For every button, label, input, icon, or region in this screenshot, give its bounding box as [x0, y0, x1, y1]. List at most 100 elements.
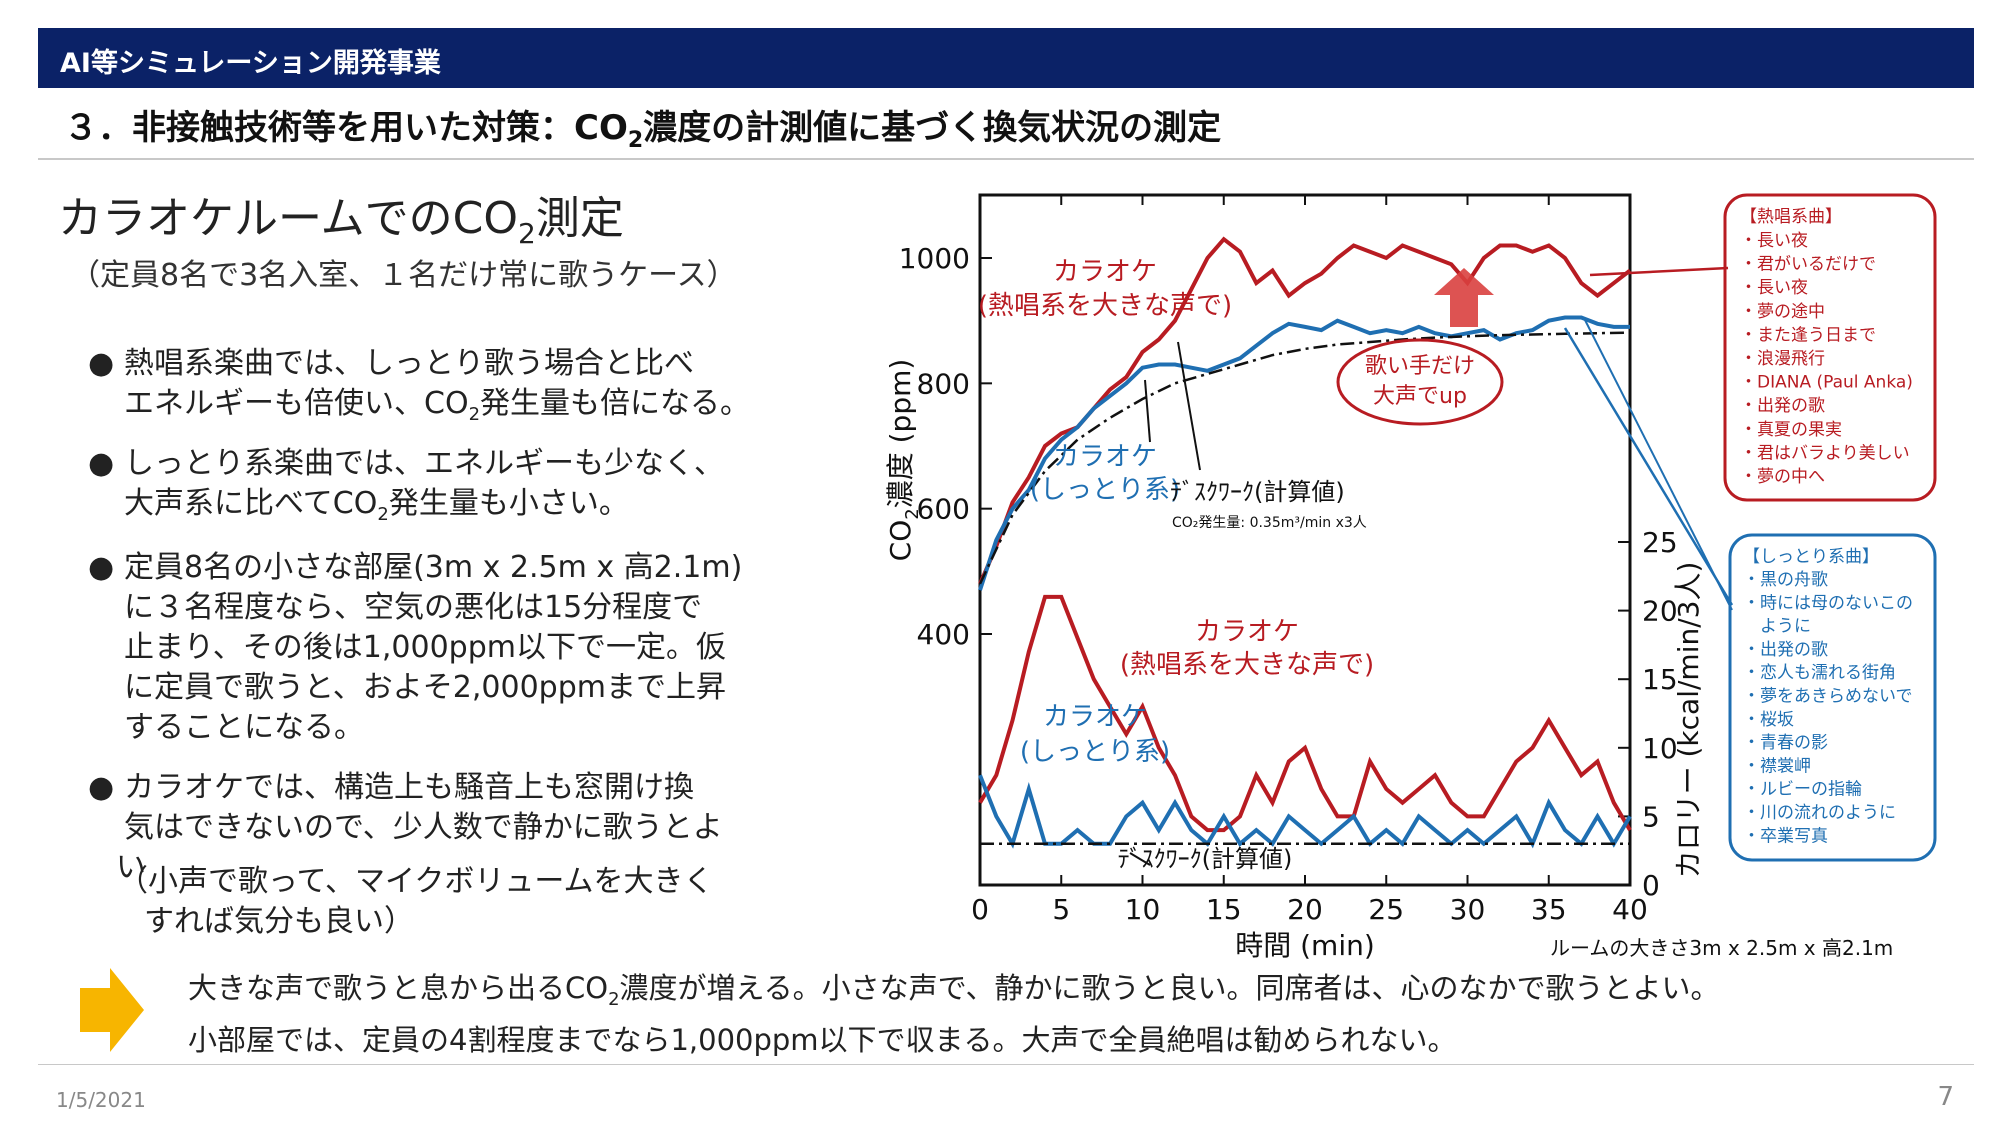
conclusion-line-2: 小部屋では、定員の4割程度までなら1,000ppm以下で収まる。大声で全員絶唱は… — [188, 1022, 1457, 1057]
y-right-tick-label: 20 — [1642, 595, 1678, 628]
y-right-tick-label: 10 — [1642, 732, 1678, 765]
bullet-line: エネルギーも倍使い、CO2発生量も倍になる。 — [124, 384, 864, 435]
callout-blue-item: ・桜坂 — [1743, 710, 1794, 730]
callout-red-item: ・浪漫飛行 — [1740, 349, 1825, 369]
annotation-red-top: (熱唱系を大きな声で) — [978, 291, 1232, 321]
y-left-tick-label: 600 — [917, 493, 970, 526]
title-sub: 2 — [627, 127, 644, 153]
bullet-span: 発生量も小さい。 — [388, 486, 629, 521]
bullet-span: 発生量も倍になる。 — [480, 386, 751, 421]
annotation-red-bottom: カラオケ — [1195, 617, 1299, 647]
y-right-tick-label: 0 — [1642, 869, 1660, 902]
bullet-line: 定員8名の小さな部屋(3m x 2.5m x 高2.1m) — [124, 550, 743, 585]
bullet-line: 気はできないので、少人数で静かに歌うとよ — [124, 810, 723, 845]
bullet-text: カラオケでは、構造上も騒音上も窓開け換 気はできないので、少人数で静かに歌うとよ… — [116, 768, 864, 885]
bullet-line: すれば気分も良い） — [144, 904, 414, 939]
section-title: カラオケルームでのCO2測定 — [58, 182, 624, 250]
calorie-series-line — [978, 774, 1632, 849]
bullet-line: に３名程度なら、空気の悪化は15分程度で — [124, 590, 703, 625]
page-title: ３．非接触技術等を用いた対策：CO2濃度の計測値に基づく換気状況の測定 — [64, 100, 1221, 153]
x-tick-label: 5 — [1052, 893, 1070, 926]
annotation-up: 大声でup — [1373, 384, 1467, 409]
callout-blue-item: ・川の流れのように — [1743, 803, 1896, 823]
y-left-tick-label: 1000 — [899, 242, 970, 275]
callout-red-item: ・君がいるだけで — [1740, 255, 1876, 275]
callout-blue-item: ・恋人も濡れる街角 — [1743, 662, 1896, 683]
bullet-line: （小声で歌って、マイクボリュームを大きく — [118, 864, 714, 899]
callout-red-pointer — [1589, 266, 1729, 277]
x-tick-label: 25 — [1368, 893, 1404, 926]
bullet-line: しっとり系楽曲では、エネルギーも少なく、 — [124, 446, 724, 481]
bullet-dot: ● — [88, 446, 115, 481]
callout-blue-item: ・ルビーの指輪 — [1743, 780, 1862, 800]
callout-red-item: ・長い夜 — [1740, 278, 1808, 298]
x-axis-label: 時間 (min) — [1235, 929, 1375, 962]
callout-red-title: 【熱唱系曲】 — [1740, 207, 1842, 227]
y-right-tick-label: 5 — [1642, 800, 1660, 833]
x-tick-label: 35 — [1531, 893, 1567, 926]
callout-red-item: ・また逢う日まで — [1740, 325, 1876, 345]
plot-area: 0 5 10 15 20 25 30 35 4040060080010000510152025時… — [884, 193, 1937, 962]
calorie-series-line — [978, 594, 1632, 833]
divider-bottom — [38, 1064, 1974, 1065]
callout-blue-item: ・夢をあきらめないで — [1743, 687, 1913, 707]
bullet-dot: ● — [88, 550, 115, 585]
annotation-desk-top: ﾃﾞｽｸﾜｰｸ(計算値) — [1170, 478, 1345, 506]
conclusion: 大きな声で歌うと息から出るCO2濃度が増える。小さな声で、静かに歌うと良い。同席… — [188, 968, 1720, 1060]
co2-chart: 0 5 10 15 20 25 30 35 4040060080010000510152025時… — [884, 193, 1937, 962]
annotation-up-ellipse — [1336, 338, 1504, 426]
annotation-desk-note: CO₂発生量: 0.35m³/min x3人 — [1172, 515, 1367, 531]
callout-blue-item: ・襟裳岬 — [1743, 756, 1811, 776]
title-post: 濃度の計測値に基づく換気状況の測定 — [643, 108, 1222, 148]
pointer-line — [1129, 852, 1151, 866]
bullet-4-extra: （小声で歌って、マイクボリュームを大きく すれば気分も良い） — [118, 862, 844, 942]
callout-blue-title: 【しっとり系曲】 — [1743, 547, 1879, 567]
annotation-red-top: カラオケ — [1053, 257, 1157, 287]
y-left-axis-label: CO2濃度 (ppm) — [884, 359, 923, 562]
bullet-span: エネルギーも倍使い、CO — [124, 386, 469, 421]
annotation-red-bottom: (熱唱系を大きな声で) — [1120, 650, 1374, 680]
annotation-up: 歌い手だけ — [1365, 354, 1475, 379]
up-arrow-icon — [1434, 268, 1494, 327]
callout-red-item: ・出発の歌 — [1740, 396, 1825, 416]
callout-blue-item: ように — [1743, 617, 1811, 637]
callout-blue-item: ・青春の影 — [1743, 733, 1828, 753]
bullet-line: 熱唱系楽曲では、しっとり歌う場合と比べ — [124, 346, 694, 381]
bullet-sub: 2 — [468, 404, 481, 425]
bullet-line: 大声系に比べてCO2発生量も小さい。 — [124, 484, 864, 535]
callout-blue-item: ・卒業写真 — [1743, 826, 1828, 846]
callout-red-item: ・DIANA (Paul Anka) — [1740, 373, 1913, 393]
footer-date: 1/5/2021 — [56, 1088, 146, 1112]
annotation-desk-bottom: ﾃﾞｽｸﾜｰｸ(計算値) — [1118, 845, 1293, 873]
annotation-blue-mid: カラオケ — [1053, 442, 1157, 472]
callout-red-item: ・真夏の果実 — [1740, 420, 1842, 440]
callout-red-item: ・夢の途中 — [1740, 302, 1825, 322]
banner-text: AI等シミュレーション開発事業 — [60, 48, 441, 79]
co2-series-line — [978, 315, 1630, 591]
section-note: （定員8名で3名入室、１名だけ常に歌うケース） — [70, 258, 737, 293]
callout-blue-item: ・出発の歌 — [1743, 640, 1828, 660]
page-number: 7 — [1937, 1082, 1954, 1112]
y-right-axis-label: カロリー (kcal/min/3人) — [1672, 562, 1705, 879]
x-tick-label: 20 — [1287, 893, 1323, 926]
section-title-pre: カラオケルームでのCO — [58, 193, 519, 244]
annotation-blue-bottom: カラオケ — [1043, 702, 1147, 732]
callout-red-item: ・夢の中へ — [1740, 467, 1825, 487]
divider-top — [38, 158, 1974, 160]
bullet-sub: 2 — [377, 504, 389, 525]
section-title-sub: 2 — [518, 216, 536, 250]
pointer-line — [1144, 379, 1151, 443]
bullet-text: しっとり系楽曲では、エネルギーも少なく、 大声系に比べてCO2発生量も小さい。 — [124, 444, 864, 535]
pointer-line — [1177, 341, 1201, 471]
bullet-dot: ● — [88, 346, 115, 381]
conclusion-sub: 2 — [608, 988, 620, 1010]
conclusion-span: 濃度が増える。小さな声で、静かに歌うと良い。同席者は、心のなかで歌うとよい。 — [619, 971, 1720, 1005]
co2-series-line — [978, 331, 1631, 585]
bullet-text: 熱唱系楽曲では、しっとり歌う場合と比べ エネルギーも倍使い、CO2発生量も倍にな… — [124, 344, 864, 435]
bullet-line: カラオケでは、構造上も騒音上も窓開け換 — [124, 770, 694, 805]
title-pre: ３．非接触技術等を用いた対策：CO — [64, 108, 628, 148]
bullet-span: 大声系に比べてCO — [124, 486, 378, 521]
bullet-dot: ● — [88, 770, 115, 805]
arrow-right-icon — [80, 968, 144, 1052]
x-tick-label: 10 — [1125, 893, 1161, 926]
